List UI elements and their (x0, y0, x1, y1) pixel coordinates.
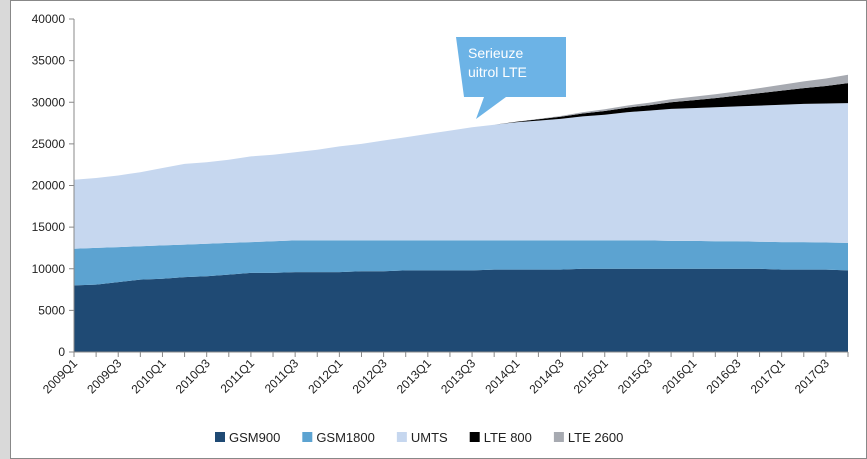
legend-swatch (215, 432, 225, 442)
annotation: Serieuze (468, 45, 523, 61)
legend-label: UMTS (411, 430, 448, 445)
area (74, 83, 848, 180)
y-tick-label: 30000 (32, 95, 66, 109)
y-tick-label: 40000 (32, 12, 66, 26)
callout (456, 37, 566, 119)
y-tick-label: 10000 (32, 262, 66, 276)
y-tick-label: 15000 (32, 220, 66, 234)
y-tick-label: 5000 (38, 303, 65, 317)
legend-label: LTE 800 (484, 430, 532, 445)
legend-swatch (396, 432, 407, 442)
side-strip (0, 0, 10, 459)
area (74, 103, 848, 249)
legend-label: LTE 2600 (568, 430, 623, 445)
y-tick-label: 0 (58, 345, 65, 359)
y-tick-label: 35000 (32, 54, 66, 68)
annotation: uitrol LTE (468, 64, 527, 80)
legend-swatch (469, 432, 480, 442)
y-tick-label: 25000 (32, 137, 66, 151)
area (74, 240, 848, 286)
area (74, 268, 848, 352)
legend-swatch (302, 432, 313, 442)
legend-label: GSM1800 (316, 430, 375, 445)
legend-swatch (553, 432, 564, 442)
legend-label: GSM900 (229, 430, 280, 445)
y-tick-label: 20000 (32, 179, 66, 193)
